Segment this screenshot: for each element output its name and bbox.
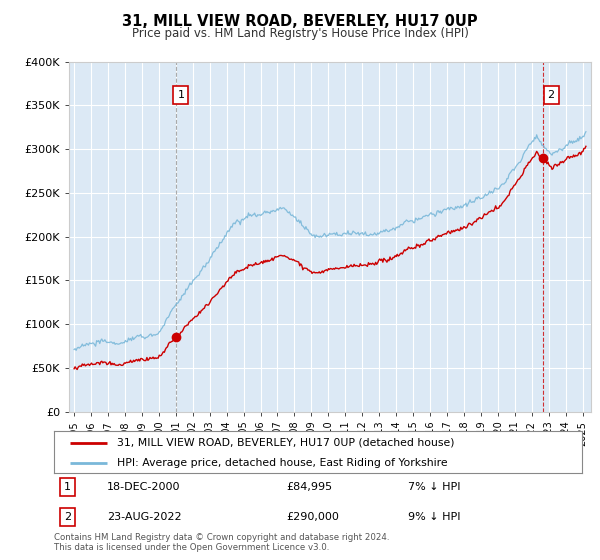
Text: 23-AUG-2022: 23-AUG-2022 <box>107 512 181 522</box>
Text: HPI: Average price, detached house, East Riding of Yorkshire: HPI: Average price, detached house, East… <box>118 458 448 468</box>
Text: 1: 1 <box>178 90 184 100</box>
Text: 2: 2 <box>548 90 555 100</box>
Text: This data is licensed under the Open Government Licence v3.0.: This data is licensed under the Open Gov… <box>54 543 329 552</box>
Text: 31, MILL VIEW ROAD, BEVERLEY, HU17 0UP (detached house): 31, MILL VIEW ROAD, BEVERLEY, HU17 0UP (… <box>118 438 455 448</box>
Text: 1: 1 <box>64 482 71 492</box>
Text: 31, MILL VIEW ROAD, BEVERLEY, HU17 0UP: 31, MILL VIEW ROAD, BEVERLEY, HU17 0UP <box>122 14 478 29</box>
Text: Price paid vs. HM Land Registry's House Price Index (HPI): Price paid vs. HM Land Registry's House … <box>131 27 469 40</box>
Text: Contains HM Land Registry data © Crown copyright and database right 2024.: Contains HM Land Registry data © Crown c… <box>54 533 389 542</box>
Text: 7% ↓ HPI: 7% ↓ HPI <box>408 482 460 492</box>
Text: £290,000: £290,000 <box>286 512 339 522</box>
Text: 18-DEC-2000: 18-DEC-2000 <box>107 482 181 492</box>
Text: £84,995: £84,995 <box>286 482 332 492</box>
Text: 2: 2 <box>64 512 71 522</box>
Text: 9% ↓ HPI: 9% ↓ HPI <box>408 512 460 522</box>
